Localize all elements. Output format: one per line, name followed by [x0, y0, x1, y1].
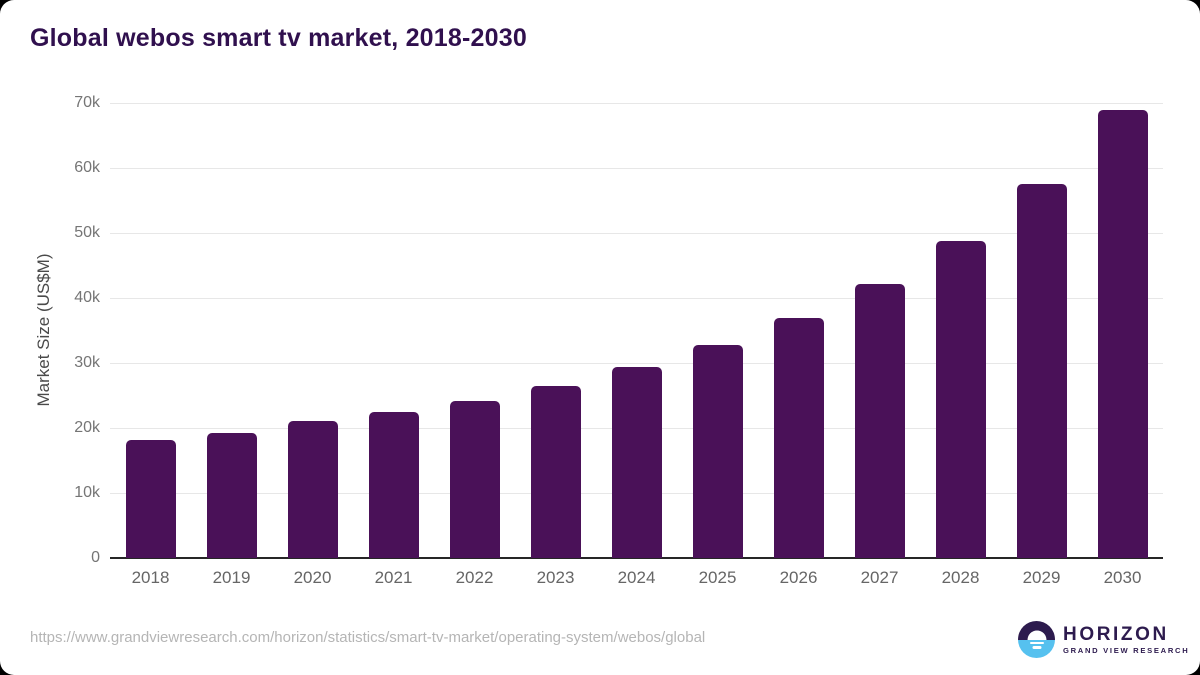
x-tick-label-2025: 2025 — [698, 568, 737, 587]
x-tick-label-2018: 2018 — [131, 568, 170, 587]
logo-text: HORIZON GRAND VIEW RESEARCH — [1063, 625, 1189, 655]
x-tick-label-2024: 2024 — [617, 568, 656, 587]
y-tick-label-40k: 40k — [74, 289, 100, 306]
logo-subtitle: GRAND VIEW RESEARCH — [1063, 645, 1190, 655]
x-tick-label-2020: 2020 — [293, 568, 332, 587]
x-axis-line — [110, 557, 1163, 559]
x-tick-label-2022: 2022 — [455, 568, 494, 587]
y-tick-label-70k: 70k — [74, 94, 100, 111]
y-tick-label-30k: 30k — [74, 354, 100, 371]
bar-2018 — [125, 439, 176, 558]
bar-2022 — [449, 400, 500, 558]
y-gridline-60k — [110, 168, 1163, 169]
y-tick-label-50k: 50k — [74, 224, 100, 241]
bar-2019 — [206, 432, 257, 558]
y-gridline-50k — [110, 233, 1163, 234]
x-tick-label-2029: 2029 — [1022, 568, 1061, 587]
bar-2024 — [611, 366, 662, 558]
logo-name: HORIZON — [1063, 623, 1169, 645]
y-tick-label-20k: 20k — [74, 419, 100, 436]
bar-2023 — [530, 386, 581, 558]
y-tick-label-60k: 60k — [74, 159, 100, 176]
y-tick-label-0: 0 — [91, 549, 100, 566]
bar-2026 — [773, 318, 824, 558]
source-url: https://www.grandviewresearch.com/horizo… — [30, 629, 706, 646]
bar-2028 — [935, 241, 986, 558]
x-tick-label-2027: 2027 — [860, 568, 899, 587]
x-tick-label-2030: 2030 — [1103, 568, 1142, 587]
x-tick-label-2021: 2021 — [374, 568, 413, 587]
x-tick-label-2019: 2019 — [212, 568, 251, 587]
bar-2030 — [1097, 109, 1148, 558]
y-gridline-70k — [110, 103, 1163, 104]
bar-2020 — [287, 420, 338, 558]
logo-sea — [1018, 639, 1055, 658]
bar-2021 — [368, 411, 419, 558]
bar-2025 — [692, 344, 743, 558]
bar-2029 — [1016, 184, 1067, 558]
horizon-logo-icon — [1018, 621, 1055, 658]
bar-2027 — [854, 283, 905, 558]
y-axis-title: Market Size (US$M) — [34, 253, 53, 407]
logo-wave-line-2 — [1032, 646, 1041, 649]
chart-title: Global webos smart tv market, 2018-2030 — [30, 24, 527, 52]
horizon-logo: HORIZON GRAND VIEW RESEARCH — [1018, 621, 1189, 658]
y-gridline-40k — [110, 298, 1163, 299]
x-tick-label-2028: 2028 — [941, 568, 980, 587]
logo-wave-line-1 — [1029, 641, 1044, 645]
x-tick-label-2023: 2023 — [536, 568, 575, 587]
y-gridline-30k — [110, 363, 1163, 364]
y-tick-label-10k: 10k — [74, 484, 100, 501]
x-tick-label-2026: 2026 — [779, 568, 818, 587]
